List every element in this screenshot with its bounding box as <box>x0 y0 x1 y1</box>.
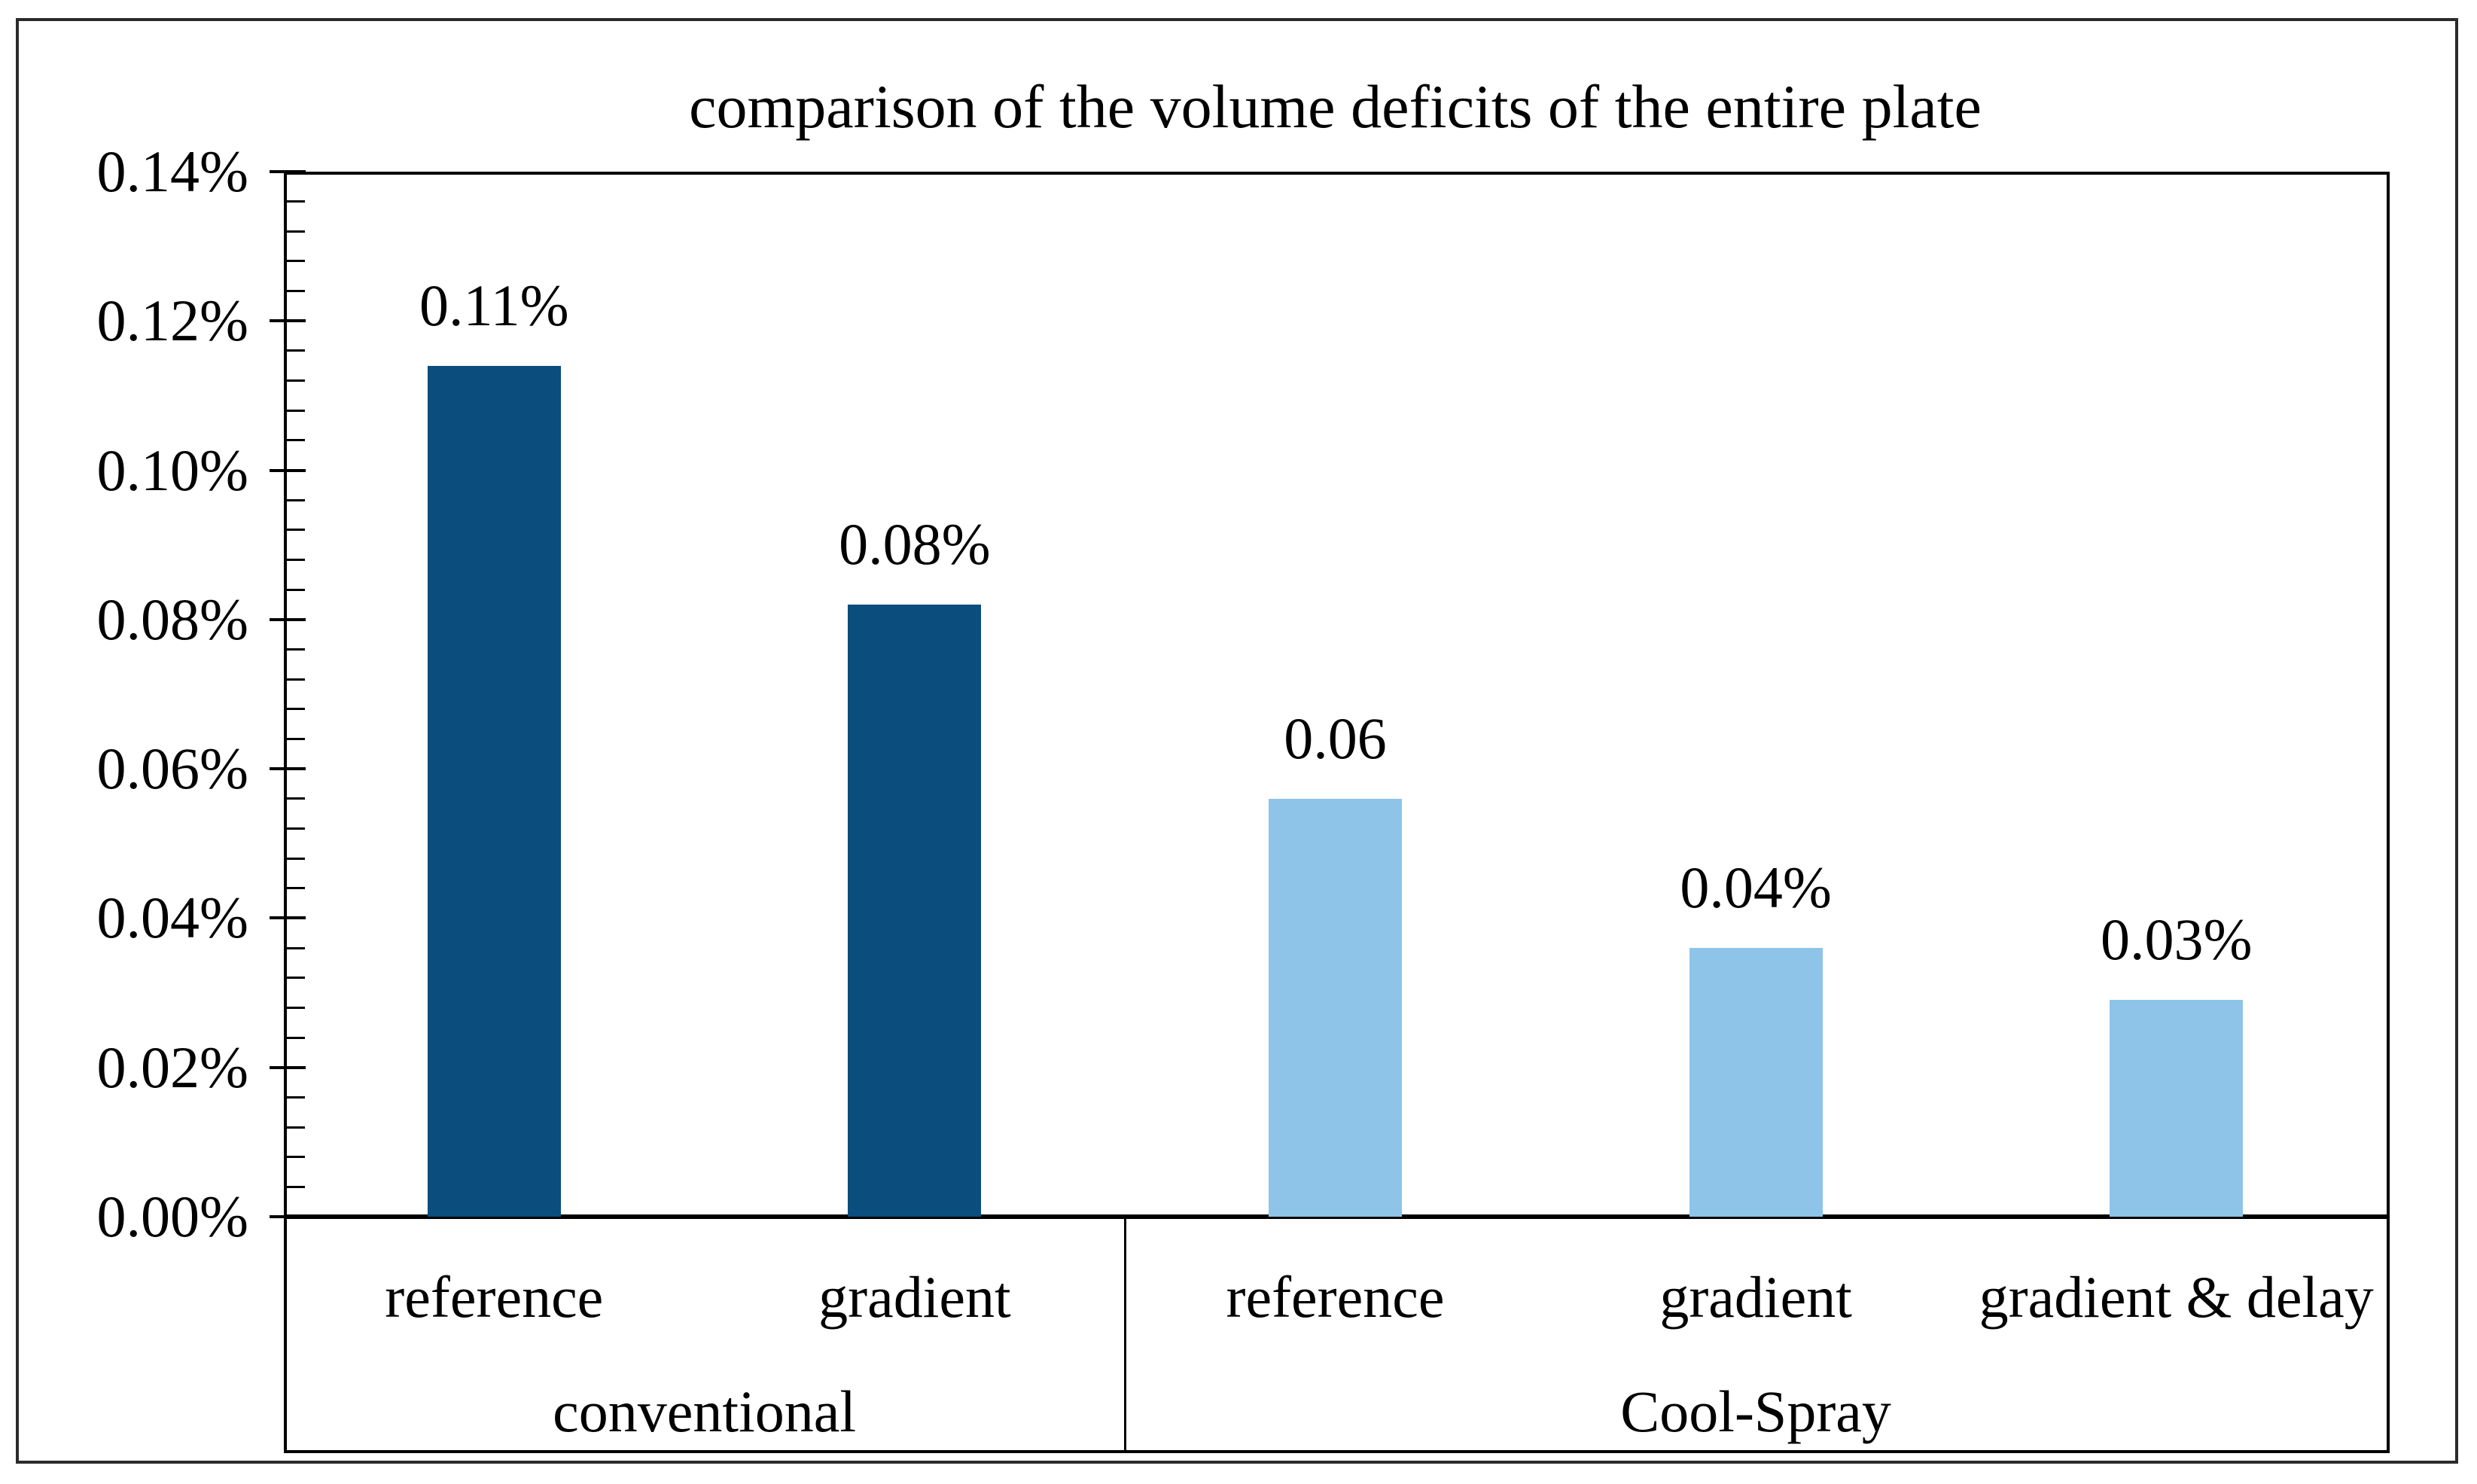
y-major-tick <box>270 170 306 173</box>
group-label: Cool-Spray <box>1620 1379 1891 1444</box>
category-label: gradient & delay <box>1979 1264 2374 1330</box>
y-minor-tick <box>287 529 305 532</box>
bar-value-label: 0.03% <box>2100 907 2253 973</box>
y-minor-tick <box>287 200 305 203</box>
bar <box>427 365 561 1217</box>
x-axis-baseline <box>284 1214 2390 1219</box>
y-minor-tick <box>287 349 305 352</box>
y-major-tick <box>270 1215 306 1218</box>
y-major-tick <box>270 1065 306 1069</box>
y-minor-tick <box>287 857 305 860</box>
bar-value-label: 0.11% <box>419 272 569 338</box>
y-minor-tick <box>287 708 305 711</box>
y-minor-tick <box>287 977 305 980</box>
figure-border <box>16 18 2458 1464</box>
category-label: reference <box>1226 1264 1445 1330</box>
y-minor-tick <box>287 439 305 442</box>
y-minor-tick <box>287 559 305 562</box>
bar <box>1269 798 1402 1217</box>
y-minor-tick <box>287 290 305 293</box>
y-minor-tick <box>287 827 305 830</box>
category-label: gradient <box>1659 1264 1852 1330</box>
y-tick-label: 0.00% <box>96 1184 248 1249</box>
y-axis-line <box>284 172 287 1453</box>
y-major-tick <box>270 319 306 323</box>
category-label: reference <box>385 1264 604 1330</box>
y-minor-tick <box>287 678 305 681</box>
bar-value-label: 0.04% <box>1680 855 1832 921</box>
group-separator-line <box>1123 1219 1126 1450</box>
y-minor-tick <box>287 648 305 651</box>
y-minor-tick <box>287 588 305 591</box>
y-tick-label: 0.02% <box>96 1034 248 1100</box>
bar-value-label: 0.06 <box>1284 705 1387 771</box>
y-minor-tick <box>287 230 305 233</box>
category-table-bottom-line <box>284 1450 2390 1453</box>
plot-top-border <box>284 172 2390 175</box>
y-minor-tick <box>287 887 305 890</box>
bar <box>2110 1000 2244 1217</box>
y-minor-tick <box>287 1126 305 1129</box>
bar <box>1689 948 1823 1217</box>
y-major-tick <box>270 916 306 920</box>
bar <box>848 605 982 1217</box>
y-minor-tick <box>287 1036 305 1039</box>
y-major-tick <box>270 617 306 621</box>
y-minor-tick <box>287 797 305 800</box>
y-tick-label: 0.04% <box>96 885 248 951</box>
group-label: conventional <box>553 1379 857 1444</box>
y-minor-tick <box>287 1156 305 1159</box>
y-major-tick <box>270 767 306 771</box>
y-minor-tick <box>287 260 305 263</box>
y-minor-tick <box>287 1095 305 1099</box>
bar-value-label: 0.08% <box>839 511 991 577</box>
y-tick-label: 0.10% <box>96 437 248 503</box>
y-tick-label: 0.12% <box>96 288 248 354</box>
y-minor-tick <box>287 1006 305 1009</box>
y-minor-tick <box>287 737 305 740</box>
y-minor-tick <box>287 1185 305 1188</box>
y-minor-tick <box>287 498 305 501</box>
y-minor-tick <box>287 379 305 382</box>
chart-title: comparison of the volume deficits of the… <box>689 72 1982 141</box>
category-label: gradient <box>818 1264 1011 1330</box>
y-tick-label: 0.06% <box>96 736 248 802</box>
y-tick-label: 0.08% <box>96 586 248 652</box>
y-tick-label: 0.14% <box>96 139 248 204</box>
y-minor-tick <box>287 946 305 949</box>
y-major-tick <box>270 468 306 472</box>
plot-right-border <box>2387 172 2390 1453</box>
y-minor-tick <box>287 409 305 412</box>
